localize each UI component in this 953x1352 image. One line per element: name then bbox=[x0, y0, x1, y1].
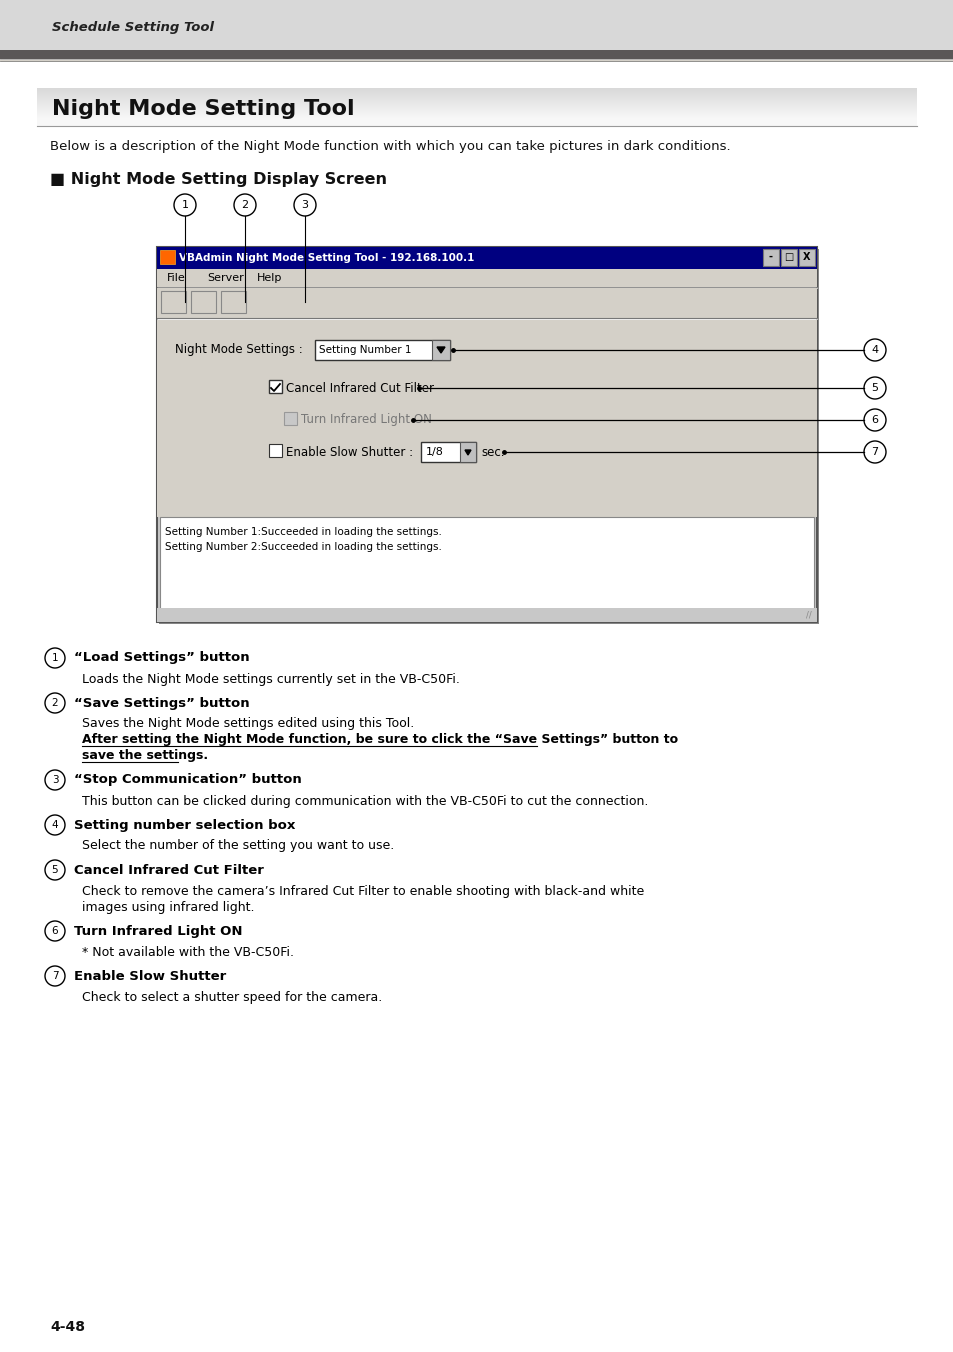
Text: This button can be clicked during communication with the VB-C50Fi to cut the con: This button can be clicked during commun… bbox=[82, 795, 648, 807]
Polygon shape bbox=[436, 347, 444, 353]
Bar bbox=[269, 443, 282, 457]
Bar bbox=[159, 249, 818, 625]
Text: 4-48: 4-48 bbox=[50, 1320, 85, 1334]
Text: images using infrared light.: images using infrared light. bbox=[82, 900, 254, 914]
Text: □: □ bbox=[783, 251, 793, 262]
Text: Night Mode Setting Tool: Night Mode Setting Tool bbox=[52, 99, 355, 119]
Text: Saves the Night Mode settings edited using this Tool.: Saves the Night Mode settings edited usi… bbox=[82, 718, 414, 730]
Bar bbox=[191, 291, 215, 314]
Bar bbox=[157, 608, 816, 622]
Text: -: - bbox=[768, 251, 772, 262]
Text: Enable Slow Shutter :: Enable Slow Shutter : bbox=[286, 446, 413, 458]
Text: Cancel Infrared Cut Filter: Cancel Infrared Cut Filter bbox=[286, 381, 434, 395]
Text: 7: 7 bbox=[51, 971, 58, 982]
Bar bbox=[269, 380, 282, 393]
Bar bbox=[161, 291, 186, 314]
Text: * Not available with the VB-C50Fi.: * Not available with the VB-C50Fi. bbox=[82, 945, 294, 959]
Text: Server: Server bbox=[207, 273, 244, 283]
Bar bbox=[160, 516, 813, 617]
Bar bbox=[799, 249, 814, 266]
Bar bbox=[221, 291, 246, 314]
Text: 2: 2 bbox=[241, 200, 249, 210]
Text: Cancel Infrared Cut Filter: Cancel Infrared Cut Filter bbox=[74, 864, 264, 876]
Bar bbox=[762, 249, 779, 266]
Text: Enable Slow Shutter: Enable Slow Shutter bbox=[74, 969, 226, 983]
Bar bbox=[157, 247, 816, 622]
Text: 5: 5 bbox=[871, 383, 878, 393]
Text: 3: 3 bbox=[51, 775, 58, 786]
Text: Setting Number 2:Succeeded in loading the settings.: Setting Number 2:Succeeded in loading th… bbox=[165, 542, 441, 552]
Text: File: File bbox=[167, 273, 186, 283]
Text: Schedule Setting Tool: Schedule Setting Tool bbox=[52, 22, 213, 35]
Text: 1: 1 bbox=[181, 200, 189, 210]
Bar bbox=[459, 442, 476, 462]
Text: 7: 7 bbox=[870, 448, 878, 457]
Text: Loads the Night Mode settings currently set in the VB-C50Fi.: Loads the Night Mode settings currently … bbox=[82, 672, 459, 685]
Bar bbox=[160, 250, 174, 264]
Text: Check to select a shutter speed for the camera.: Check to select a shutter speed for the … bbox=[82, 991, 382, 1003]
Text: 6: 6 bbox=[871, 415, 878, 425]
Text: save the settings.: save the settings. bbox=[82, 749, 208, 763]
Text: 1: 1 bbox=[51, 653, 58, 662]
Text: “Save Settings” button: “Save Settings” button bbox=[74, 696, 250, 710]
Text: After setting the Night Mode function, be sure to click the “Save Settings” butt: After setting the Night Mode function, b… bbox=[82, 734, 678, 746]
Bar bbox=[781, 249, 796, 266]
Text: 6: 6 bbox=[51, 926, 58, 936]
Text: Setting Number 1:Succeeded in loading the settings.: Setting Number 1:Succeeded in loading th… bbox=[165, 527, 441, 537]
Text: “Stop Communication” button: “Stop Communication” button bbox=[74, 773, 301, 787]
Text: VBAdmin Night Mode Setting Tool - 192.168.100.1: VBAdmin Night Mode Setting Tool - 192.16… bbox=[179, 253, 474, 264]
Text: Setting number selection box: Setting number selection box bbox=[74, 818, 295, 831]
Text: 2: 2 bbox=[51, 698, 58, 708]
Text: 3: 3 bbox=[301, 200, 308, 210]
Bar bbox=[314, 339, 450, 360]
Text: Turn Infrared Light ON: Turn Infrared Light ON bbox=[74, 925, 242, 937]
Text: Below is a description of the Night Mode function with which you can take pictur: Below is a description of the Night Mode… bbox=[50, 141, 730, 153]
Polygon shape bbox=[464, 450, 471, 456]
Text: Turn Infrared Light ON: Turn Infrared Light ON bbox=[301, 414, 432, 426]
Bar bbox=[157, 288, 816, 318]
Bar bbox=[284, 412, 296, 425]
Text: Night Mode Settings :: Night Mode Settings : bbox=[174, 343, 302, 357]
Text: Setting Number 1: Setting Number 1 bbox=[318, 345, 411, 356]
Text: ■ Night Mode Setting Display Screen: ■ Night Mode Setting Display Screen bbox=[50, 172, 387, 187]
Text: //: // bbox=[805, 611, 811, 621]
Text: 5: 5 bbox=[51, 865, 58, 875]
Bar bbox=[420, 442, 476, 462]
Text: X: X bbox=[802, 251, 810, 262]
Bar bbox=[0, 50, 953, 59]
Bar bbox=[0, 0, 953, 50]
Text: sec.: sec. bbox=[480, 446, 504, 458]
Text: Select the number of the setting you want to use.: Select the number of the setting you wan… bbox=[82, 840, 394, 853]
Bar bbox=[157, 269, 816, 287]
Text: 4: 4 bbox=[51, 821, 58, 830]
Bar bbox=[432, 339, 450, 360]
Text: Check to remove the camera’s Infrared Cut Filter to enable shooting with black-a: Check to remove the camera’s Infrared Cu… bbox=[82, 884, 643, 898]
Text: “Load Settings” button: “Load Settings” button bbox=[74, 652, 250, 664]
Text: 4: 4 bbox=[870, 345, 878, 356]
Text: Help: Help bbox=[256, 273, 282, 283]
Bar bbox=[157, 320, 816, 516]
Bar bbox=[157, 247, 816, 269]
Text: 1/8: 1/8 bbox=[426, 448, 443, 457]
